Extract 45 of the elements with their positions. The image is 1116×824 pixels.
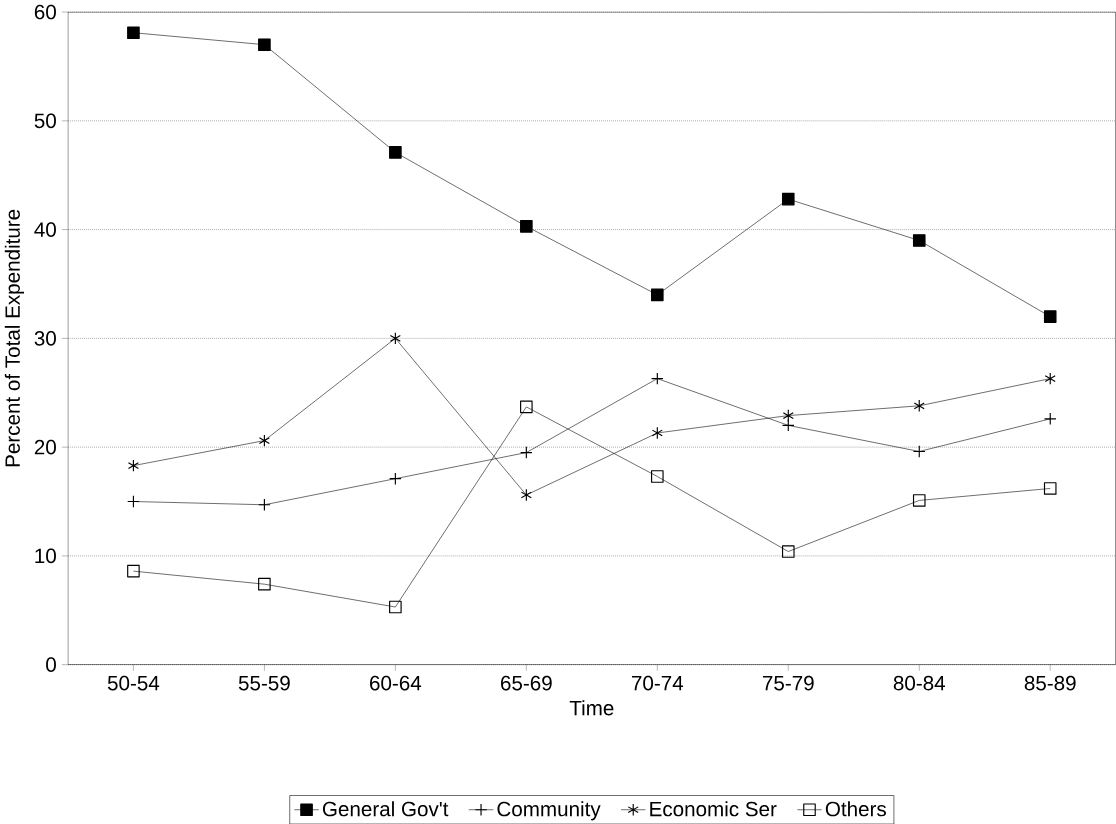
- x-tick-label: 50-54: [107, 675, 160, 691]
- x-tick-label: 80-84: [893, 675, 946, 691]
- point: [389, 145, 402, 159]
- point: [651, 426, 663, 440]
- point: [782, 409, 794, 422]
- point: [1044, 372, 1056, 385]
- point: [781, 192, 795, 206]
- point: [1043, 310, 1057, 323]
- point: [258, 434, 270, 447]
- point: [912, 493, 926, 507]
- y-tick-label: 30: [34, 330, 56, 346]
- x-tick-label: 55-59: [238, 675, 290, 691]
- point: [781, 545, 795, 558]
- point: [127, 459, 139, 472]
- point: [913, 399, 925, 412]
- legend-label: General Gov't: [322, 801, 449, 817]
- x-axis-title: Time: [569, 700, 614, 716]
- point: [520, 488, 532, 502]
- point: [912, 234, 926, 247]
- x-tick-label: 70-74: [632, 675, 684, 691]
- point: [258, 577, 271, 591]
- point: [389, 331, 401, 345]
- x-tick-label: 85-89: [1024, 675, 1076, 691]
- legend-label: Economic Ser: [650, 801, 777, 817]
- point: [520, 219, 533, 233]
- point: [651, 288, 664, 302]
- legend-label: Others: [825, 801, 886, 817]
- point: [651, 470, 664, 483]
- y-tick-label: 50: [34, 113, 56, 128]
- legend-label: Community: [497, 801, 601, 821]
- point: [258, 38, 271, 51]
- point: [520, 400, 533, 414]
- x-tick-label: 60-64: [370, 675, 422, 691]
- point: [127, 564, 140, 578]
- y-tick-label: 20: [34, 439, 56, 455]
- y-axis-title: Percent of Total Expenditure: [4, 209, 25, 467]
- x-tick-label: 75-79: [762, 675, 814, 691]
- y-tick-label: 40: [34, 222, 56, 237]
- point: [127, 26, 140, 39]
- point: [1043, 482, 1057, 495]
- x-tick-label: 65-69: [501, 675, 552, 691]
- y-tick-label: 0: [46, 657, 56, 672]
- y-tick-label: 60: [34, 4, 56, 20]
- point: [389, 600, 402, 614]
- y-tick-label: 10: [35, 548, 56, 564]
